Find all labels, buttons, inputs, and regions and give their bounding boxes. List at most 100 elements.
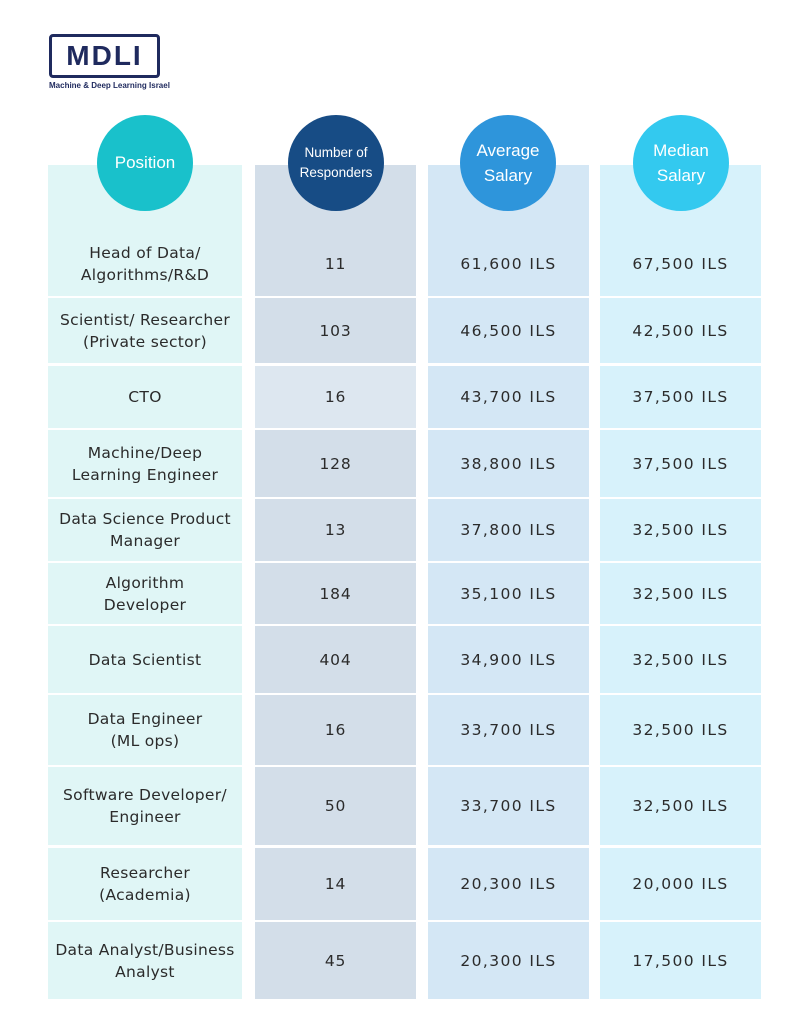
position-header-label: Position [114, 153, 176, 172]
row-divider [48, 765, 761, 767]
row-divider [48, 363, 761, 366]
position-line: Analyst [115, 962, 175, 981]
position-line: Engineer [109, 808, 181, 826]
position-line: Software Developer/ [63, 786, 227, 804]
median-salary-cell: 42,500 ILS [632, 321, 729, 340]
average-header-line-2: Salary [483, 166, 533, 185]
responders-header-line-2: Responders [299, 165, 373, 180]
row-divider [48, 845, 761, 848]
position-cell: Algorithm Developer [48, 563, 242, 624]
median-salary-cell: 32,500 ILS [632, 521, 729, 539]
average-salary-cell: 33,700 ILS [460, 797, 557, 815]
position-line: Manager [109, 532, 181, 550]
position-line: (ML ops) [110, 732, 180, 750]
logo: MDLI [49, 34, 160, 78]
responders-cell: 128 [319, 454, 352, 473]
median-salary-cell: 20,000 ILS [632, 875, 729, 893]
median-salary-cell: 37,500 ILS [632, 388, 729, 406]
logo-text: MDLI [66, 40, 143, 71]
table-row: Data Analyst/Business Analyst 45 20,300 ILS… [48, 922, 761, 999]
position-column [48, 165, 242, 999]
position-cell: Machine/Deep Learning Engineer [48, 430, 242, 497]
average-salary-cell: 20,300 ILS [460, 875, 557, 893]
responders-cell: 11 [324, 255, 347, 273]
position-line: Data Engineer [87, 710, 203, 728]
logo-tagline: Machine & Deep Learning Israel [49, 81, 170, 90]
median-salary-column [600, 165, 761, 999]
position-cell: Scientist/ Researcher (Private sector) [48, 298, 242, 363]
median-header-line-1: Median [653, 141, 709, 160]
average-salary-cell: 38,800 ILS [460, 454, 557, 473]
median-salary-cell: 67,500 ILS [632, 255, 729, 273]
responders-cell: 16 [324, 388, 347, 406]
median-salary-header: Median Salary [633, 115, 729, 211]
average-salary-header: Average Salary [460, 115, 556, 211]
table-row: CTO 16 43,700 ILS 37,500 ILS [48, 366, 761, 428]
position-cell: Researcher (Academia) [48, 848, 242, 920]
average-header-line-1: Average [476, 141, 540, 160]
table-row: Researcher (Academia) 14 20,300 ILS 20,000 I… [48, 848, 761, 920]
position-line: Algorithms/R&D [80, 266, 210, 284]
responders-cell: 13 [324, 521, 347, 539]
row-divider [48, 296, 761, 298]
table-row: Data Scientist 404 34,900 ILS 32,500 ILS [48, 626, 761, 693]
responders-header-line-1: Number of [304, 145, 368, 160]
average-salary-cell: 46,500 ILS [460, 321, 557, 340]
position-line: Head of Data/ [89, 244, 201, 262]
position-line: Algorithm [105, 573, 185, 592]
median-salary-cell: 32,500 ILS [632, 797, 729, 815]
average-salary-cell: 20,300 ILS [460, 951, 557, 970]
responders-cell: 184 [319, 584, 352, 603]
row-divider [48, 497, 761, 499]
median-salary-cell: 17,500 ILS [632, 951, 729, 970]
position-cell: Data Analyst/Business Analyst [48, 922, 242, 999]
position-line: Developer [103, 595, 187, 614]
row-divider [48, 428, 761, 430]
row-divider [48, 920, 761, 922]
responders-column [255, 165, 416, 999]
row-divider [48, 693, 761, 695]
position-line: Learning Engineer [71, 465, 219, 484]
position-line: Data Scientist [88, 650, 202, 669]
position-header: Position [97, 115, 193, 211]
row-divider [48, 624, 761, 626]
median-salary-cell: 32,500 ILS [632, 721, 729, 739]
table-row: Data Engineer (ML ops) 16 33,700 ILS 32,500 … [48, 695, 761, 765]
average-salary-cell: 35,100 ILS [460, 584, 557, 603]
position-line: CTO [128, 388, 162, 406]
position-line: Data Science Product [59, 510, 231, 528]
position-line: Scientist/ Researcher [59, 310, 231, 329]
responders-cell: 14 [324, 875, 347, 893]
median-header-line-2: Salary [656, 166, 706, 185]
median-salary-cell: 32,500 ILS [632, 650, 729, 669]
position-line: (Private sector) [83, 332, 207, 351]
average-salary-column [428, 165, 589, 999]
table-row: Software Developer/Engineer 50 33,700 ILS 3… [48, 767, 761, 845]
table-row: Algorithm Developer 184 35,100 ILS 32,500 IL… [48, 563, 761, 624]
responders-header: Number of Responders [288, 115, 384, 211]
average-salary-cell: 43,700 ILS [460, 388, 557, 406]
median-salary-cell: 32,500 ILS [632, 584, 729, 603]
responders-cell: 103 [319, 321, 352, 340]
responders-cell: 404 [319, 650, 352, 669]
position-cell: Head of Data/Algorithms/R&D [48, 232, 242, 296]
position-line: Data Analyst/Business [55, 940, 235, 959]
position-cell: Data Scientist [48, 626, 242, 693]
position-cell: Data Science Product Manager [48, 499, 242, 561]
table-row: Machine/Deep Learning Engineer 128 38,800 I… [48, 430, 761, 497]
table-row: Data Science Product Manager 13 37,800 ILS 3… [48, 499, 761, 561]
table-row: Head of Data/Algorithms/R&D 11 61,600 ILS 6… [48, 232, 761, 296]
table-row: Scientist/ Researcher (Private sector) 103… [48, 298, 761, 363]
position-line: Researcher [99, 864, 190, 882]
position-cell: Data Engineer (ML ops) [48, 695, 242, 765]
position-line: (Academia) [99, 886, 191, 904]
average-salary-cell: 34,900 ILS [460, 650, 557, 669]
position-cell: Software Developer/Engineer [48, 767, 242, 845]
position-cell: CTO [48, 366, 242, 428]
average-salary-cell: 33,700 ILS [460, 721, 557, 739]
row-divider [48, 561, 761, 563]
responders-cell: 50 [324, 797, 347, 815]
position-line: Machine/Deep [87, 443, 203, 462]
cto-responders-highlight [255, 366, 416, 428]
responders-cell: 16 [324, 721, 347, 739]
